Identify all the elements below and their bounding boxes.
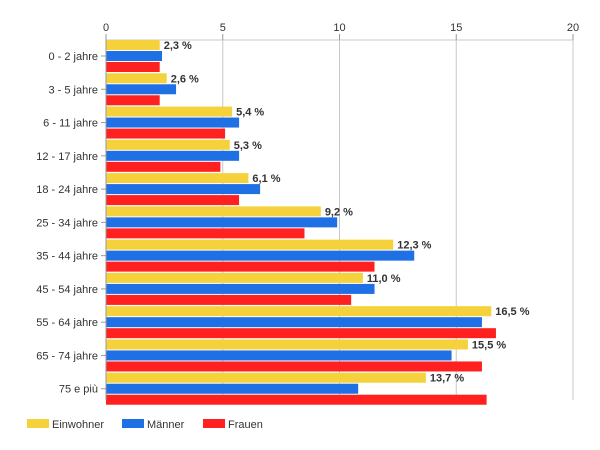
legend-label: Einwohner: [52, 419, 104, 431]
bar-einwohner: [106, 306, 492, 317]
category-label: 45 - 54 jahre: [36, 284, 98, 296]
data-label: 13,7 %: [430, 373, 464, 385]
bar-männer: [106, 184, 261, 195]
bar-einwohner: [106, 40, 160, 50]
bar-frauen: [106, 128, 226, 139]
data-label: 9,2 %: [325, 206, 353, 218]
data-label: 6,1 %: [252, 173, 280, 185]
data-label: 12,3 %: [397, 240, 431, 252]
category-label: 12 - 17 jahre: [36, 151, 98, 163]
bar-einwohner: [106, 139, 230, 150]
bar-frauen: [106, 95, 160, 106]
legend: Einwohner Männer Frauen: [27, 419, 263, 431]
category-label: 3 - 5 jahre: [48, 84, 98, 96]
bar-männer: [106, 317, 482, 328]
data-labels: 2,3 % 2,6 % 5,4 % 5,3 % 6,1 % 9,2 % 12,3 % 11,0…: [164, 40, 530, 385]
bar-männer: [106, 383, 359, 394]
legend-swatch-frauen: [203, 419, 225, 428]
bar-frauen: [106, 394, 487, 405]
bar-frauen: [106, 294, 352, 305]
category-label: 6 - 11 jahre: [43, 118, 98, 130]
bar-frauen: [106, 195, 240, 206]
bar-einwohner: [106, 73, 167, 84]
bar-männer: [106, 51, 163, 61]
bar-einwohner: [106, 173, 249, 184]
bars: [106, 40, 496, 405]
bar-frauen: [106, 261, 375, 272]
bar-männer: [106, 117, 240, 128]
legend-swatch-männer: [122, 419, 144, 428]
bar-frauen: [106, 228, 305, 239]
bar-einwohner: [106, 272, 363, 283]
data-label: 11,0 %: [367, 273, 401, 285]
y-axis-labels: 0 - 2 jahre 3 - 5 jahre 6 - 11 jahre 12 - 1…: [36, 40, 107, 400]
bar-männer: [106, 217, 338, 228]
data-label: 2,3 %: [164, 40, 192, 52]
data-label: 5,3 %: [234, 140, 262, 152]
bar-einwohner: [106, 339, 468, 350]
bar-männer: [106, 250, 415, 261]
x-axis-ticks: 0 5 10 15 20: [103, 22, 579, 40]
category-label: 55 - 64 jahre: [36, 317, 98, 329]
bar-frauen: [106, 328, 496, 339]
data-label: 16,5 %: [495, 306, 529, 318]
data-label: 15,5 %: [472, 339, 506, 351]
x-tick-label: 10: [333, 22, 345, 34]
category-label: 25 - 34 jahre: [36, 217, 98, 229]
bar-männer: [106, 283, 375, 294]
data-label: 5,4 %: [236, 107, 264, 119]
bar-frauen: [106, 361, 482, 372]
category-label: 0 - 2 jahre: [48, 51, 98, 63]
bar-männer: [106, 84, 177, 95]
category-label: 65 - 74 jahre: [36, 350, 98, 362]
bar-einwohner: [106, 106, 233, 117]
bar-männer: [106, 150, 240, 161]
bar-einwohner: [106, 239, 394, 250]
bar-einwohner: [106, 206, 321, 217]
x-tick-label: 5: [220, 22, 226, 34]
bar-einwohner: [106, 372, 426, 383]
category-label: 75 e più: [59, 384, 98, 396]
x-tick-label: 20: [567, 22, 579, 34]
category-label: 35 - 44 jahre: [36, 251, 98, 263]
bar-männer: [106, 350, 452, 361]
x-tick-label: 0: [103, 22, 109, 34]
bar-frauen: [106, 161, 221, 172]
category-label: 18 - 24 jahre: [36, 184, 98, 196]
legend-label: Männer: [147, 419, 185, 431]
legend-label: Frauen: [228, 419, 263, 431]
bar-frauen: [106, 62, 160, 72]
data-label: 2,6 %: [171, 73, 199, 85]
x-tick-label: 15: [450, 22, 462, 34]
legend-swatch-einwohner: [27, 419, 49, 428]
